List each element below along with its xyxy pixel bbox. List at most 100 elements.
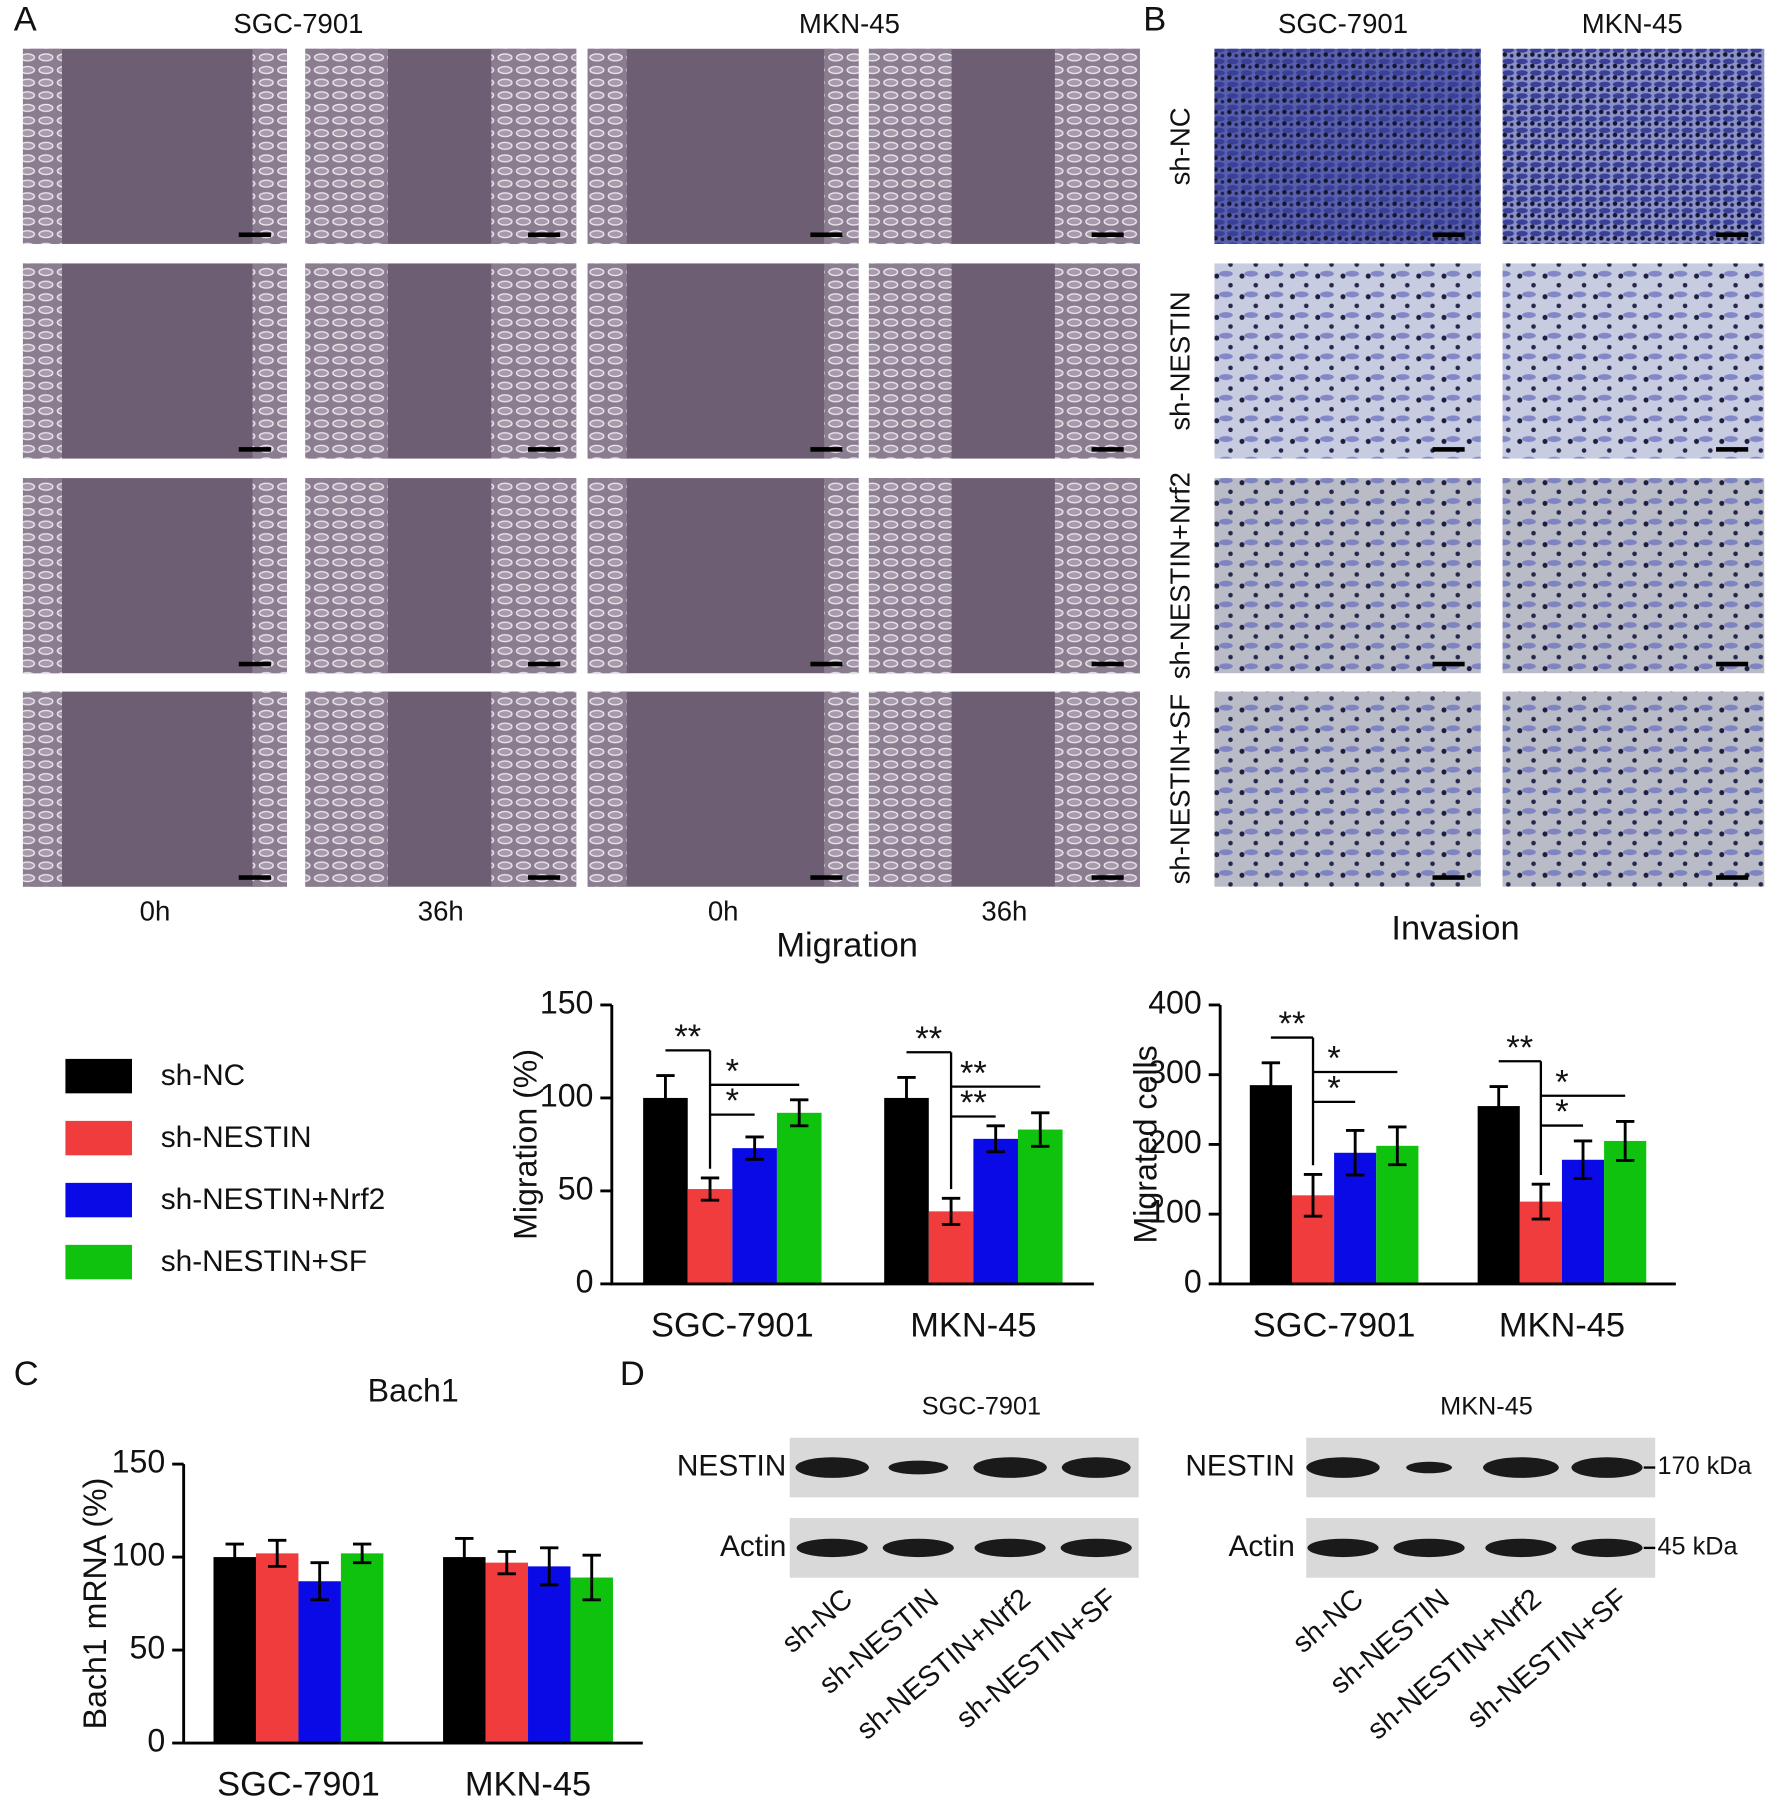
scale-bar (528, 447, 561, 452)
cell-edge (1054, 48, 1140, 244)
significance-label: ** (1279, 1005, 1306, 1043)
cell-edge (824, 478, 859, 674)
scale-bar (238, 661, 271, 667)
cell-edge (868, 478, 952, 674)
y-tick-label: 0 (576, 1263, 594, 1299)
scale-bar (1091, 447, 1124, 452)
legend-swatch (65, 1120, 133, 1156)
bar (732, 1148, 777, 1284)
x-tick-label: MKN-45 (910, 1307, 1036, 1345)
legend-swatch (65, 1058, 133, 1094)
cell-edge (1054, 263, 1140, 459)
cell-edge (824, 691, 859, 887)
cell-edge (305, 263, 388, 459)
error-bar (897, 1076, 916, 1120)
sample-label: sh-NESTIN+SF (1461, 1583, 1634, 1735)
y-tick-label: 150 (540, 984, 594, 1020)
bar (1376, 1145, 1419, 1284)
sample-label: sh-NESTIN+SF (950, 1583, 1123, 1735)
error-bar (1531, 1182, 1551, 1221)
error-bar (582, 1553, 601, 1602)
protein-label: Actin (720, 1530, 786, 1563)
panel-label: C (14, 1355, 39, 1393)
legend-label: sh-NESTIN+SF (161, 1245, 367, 1278)
error-bar (1303, 1172, 1323, 1218)
error-bar (1615, 1119, 1635, 1162)
y-axis-label: Migrated cells (1127, 1045, 1163, 1243)
significance-label: ** (1506, 1029, 1533, 1067)
error-bar (1573, 1139, 1593, 1181)
bar (1477, 1106, 1520, 1284)
error-bar (540, 1546, 559, 1587)
scale-bar (810, 875, 843, 880)
microscopy-image (587, 478, 859, 674)
significance-label: * (1555, 1093, 1568, 1131)
scale-bar (810, 447, 843, 452)
size-marker: 45 kDa (1658, 1533, 1739, 1561)
y-tick-label: 100 (1148, 1194, 1202, 1230)
panel-label: A (14, 0, 37, 38)
blot-band (1483, 1457, 1559, 1478)
error-bar (941, 1196, 961, 1226)
bar (213, 1557, 256, 1744)
y-axis-label: Bach1 mRNA (%) (77, 1478, 113, 1730)
cell-edge (868, 48, 952, 244)
significance-label: * (726, 1082, 739, 1120)
scale-bar (1716, 875, 1749, 880)
error-bar (1261, 1061, 1281, 1109)
scale-bar (528, 661, 561, 667)
microscopy-image (22, 263, 287, 459)
significance-label: ** (674, 1018, 701, 1056)
blot-band (1307, 1538, 1379, 1558)
legend-label: sh-NESTIN+Nrf2 (161, 1183, 386, 1216)
protein-label: NESTIN (1185, 1449, 1294, 1482)
cell-edge (1054, 478, 1140, 674)
cell-edge (587, 263, 627, 459)
cell-edge (824, 48, 859, 244)
scale-bar (1091, 875, 1124, 880)
bar (570, 1577, 613, 1744)
cells (1214, 691, 1481, 887)
blot-band (795, 1457, 869, 1478)
cells (1214, 48, 1481, 244)
microscopy-image (22, 48, 287, 244)
chart-title: Bach1 (368, 1372, 459, 1408)
blot-band (1306, 1457, 1380, 1478)
error-bar (455, 1537, 474, 1578)
cell-edge (22, 691, 62, 887)
scale-bar (1716, 232, 1749, 238)
row-label: sh-NESTIN+Nrf2 (1165, 472, 1196, 679)
axes (610, 1004, 1094, 1286)
significance-label: ** (960, 1084, 987, 1122)
scale-bar (528, 232, 561, 238)
y-tick-label: 400 (1148, 984, 1202, 1020)
y-tick-label: 100 (540, 1077, 594, 1113)
significance-label: * (1327, 1069, 1340, 1107)
cell-edge (252, 478, 287, 674)
column-header: MKN-45 (1582, 8, 1683, 39)
y-tick-label: 0 (1184, 1263, 1202, 1299)
scale-bar (1716, 661, 1749, 667)
cells (1502, 478, 1765, 674)
error-bar (1489, 1085, 1508, 1128)
cell-edge (491, 478, 577, 674)
cells (1502, 263, 1765, 459)
cells (1214, 478, 1481, 674)
error-bar (268, 1538, 287, 1568)
cell-edge (305, 691, 388, 887)
microscopy-image (587, 691, 859, 887)
column-header: MKN-45 (799, 8, 900, 39)
cell-edge (824, 263, 859, 459)
scale-bar (1091, 232, 1124, 238)
bar (643, 1097, 688, 1284)
axes (1218, 1004, 1676, 1286)
column-header: SGC-7901 (1278, 8, 1408, 39)
bar (340, 1553, 384, 1744)
x-tick-label: SGC-7901 (1253, 1307, 1416, 1345)
blot-band (1485, 1538, 1557, 1558)
y-tick-label: 50 (130, 1630, 166, 1666)
bar (298, 1581, 341, 1744)
blot-header: MKN-45 (1440, 1393, 1533, 1421)
scale-bar (1716, 447, 1749, 452)
error-bar (310, 1561, 329, 1602)
